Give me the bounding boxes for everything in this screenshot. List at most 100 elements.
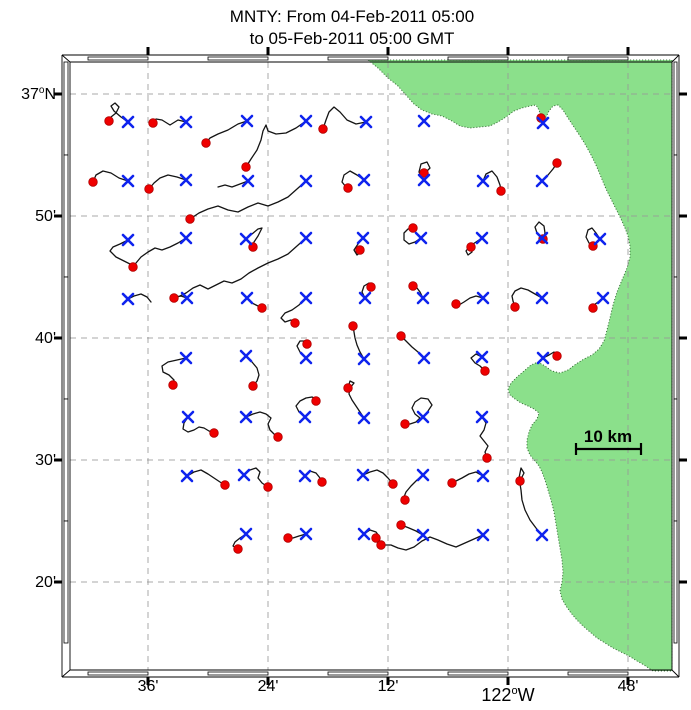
drifter-end-dot	[220, 480, 230, 490]
release-cross	[179, 351, 193, 365]
drifter-end-dot	[168, 380, 178, 390]
drifter-end-dot	[343, 183, 353, 193]
drifter-trajectory	[189, 180, 307, 220]
frame-miter-tl	[61, 54, 71, 63]
release-cross	[299, 527, 313, 541]
drifter-end-dot	[311, 396, 321, 406]
release-cross	[240, 114, 254, 128]
release-cross	[536, 351, 550, 365]
drifter-end-dot	[419, 168, 429, 178]
release-cross	[179, 231, 193, 245]
lat-label: 40'	[35, 330, 56, 347]
frame-segment-left	[63, 520, 69, 644]
lon-label: 36'	[138, 678, 159, 695]
frame-segment-right	[673, 154, 678, 278]
drifter-end-dot	[283, 533, 293, 543]
drifter-end-dot	[400, 419, 410, 429]
drifter-trajectory	[404, 397, 433, 425]
drifter-end-dot	[466, 242, 476, 252]
release-cross	[476, 291, 490, 305]
drifter-end-dot	[552, 158, 562, 168]
scale-bar: 10 km	[574, 427, 643, 455]
drifter-trajectory	[322, 106, 367, 130]
drifter-trajectory	[148, 174, 187, 190]
gridline-layer	[70, 62, 672, 670]
drifter-trajectory	[108, 102, 129, 123]
axis-tick-layer	[54, 47, 687, 685]
drifter-end-dot	[366, 282, 376, 292]
frame-segment-left	[63, 276, 69, 400]
release-cross	[358, 291, 372, 305]
release-cross	[179, 115, 193, 129]
release-cross	[476, 469, 490, 483]
release-cross	[240, 291, 254, 305]
frame-segment-right	[673, 398, 678, 522]
coastline-speckle	[366, 59, 673, 672]
frame-segment-left	[63, 398, 69, 522]
trajectory-layer	[92, 102, 604, 551]
release-cross	[299, 174, 313, 188]
frame-segment-right	[673, 61, 678, 156]
drifter-trajectory	[92, 170, 129, 183]
frame-segment-right	[673, 520, 678, 644]
release-cross	[181, 410, 195, 424]
drifter-end-dot	[241, 162, 251, 172]
release-cross	[299, 291, 313, 305]
lat-label: 20'	[35, 574, 56, 591]
lat-label: 50'	[35, 208, 56, 225]
release-cross	[356, 468, 370, 482]
release-cross	[179, 173, 193, 187]
frame-segment-bottom	[447, 671, 509, 676]
drifter-end-dot	[355, 245, 365, 255]
release-cross	[121, 174, 135, 188]
release-cross	[593, 232, 607, 246]
land-polygon	[368, 60, 672, 671]
release-cross	[535, 528, 549, 542]
drifter-trajectory	[482, 170, 502, 192]
drifter-end-dot	[408, 281, 418, 291]
drifter-end-dot	[144, 184, 154, 194]
release-cross	[357, 352, 371, 366]
lat-label: 30'	[35, 452, 56, 469]
release-cross	[180, 469, 194, 483]
lon-label: 12'	[378, 678, 399, 695]
release-cross	[416, 291, 430, 305]
drifter-end-dot	[451, 299, 461, 309]
drifter-trajectory	[280, 297, 307, 324]
drifter-end-dot	[348, 321, 358, 331]
release-cross	[535, 174, 549, 188]
end-dot-layer	[88, 113, 598, 554]
release-cross	[535, 231, 549, 245]
drifter-trajectory	[161, 357, 187, 386]
frame-segment-right	[673, 276, 678, 400]
land-layer	[366, 59, 673, 672]
drifter-end-dot	[201, 138, 211, 148]
frame-miter-br	[671, 669, 680, 678]
drifter-end-dot	[273, 432, 283, 442]
drifter-trajectory	[245, 411, 279, 438]
drifter-end-dot	[588, 303, 598, 313]
release-cross	[239, 527, 253, 541]
drifter-end-dot	[318, 124, 328, 134]
release-cross	[121, 292, 135, 306]
title-line-1: MNTY: From 04-Feb-2011 05:00	[230, 7, 474, 26]
drifter-end-dot	[317, 477, 327, 487]
title-line-2: to 05-Feb-2011 05:00 GMT	[250, 29, 455, 48]
frame-segment-bottom	[87, 671, 149, 676]
drifter-end-dot	[148, 118, 158, 128]
frame-segment-top	[447, 56, 509, 61]
drifter-end-dot	[447, 478, 457, 488]
release-cross	[536, 116, 550, 130]
frame-segment-top	[567, 56, 629, 61]
release-cross	[417, 114, 431, 128]
axis-label-layer: 37oN 50' 40' 30' 20' 36' 24' 12' 122oW 48'	[21, 85, 638, 705]
drifter-trajectory	[173, 237, 307, 299]
lat-label: 37oN	[21, 85, 56, 103]
release-cross	[237, 468, 251, 482]
drifter-end-dot	[510, 302, 520, 312]
frame-segment-left	[63, 61, 69, 156]
drifter-end-dot	[396, 331, 406, 341]
drifter-end-dot	[233, 544, 243, 554]
